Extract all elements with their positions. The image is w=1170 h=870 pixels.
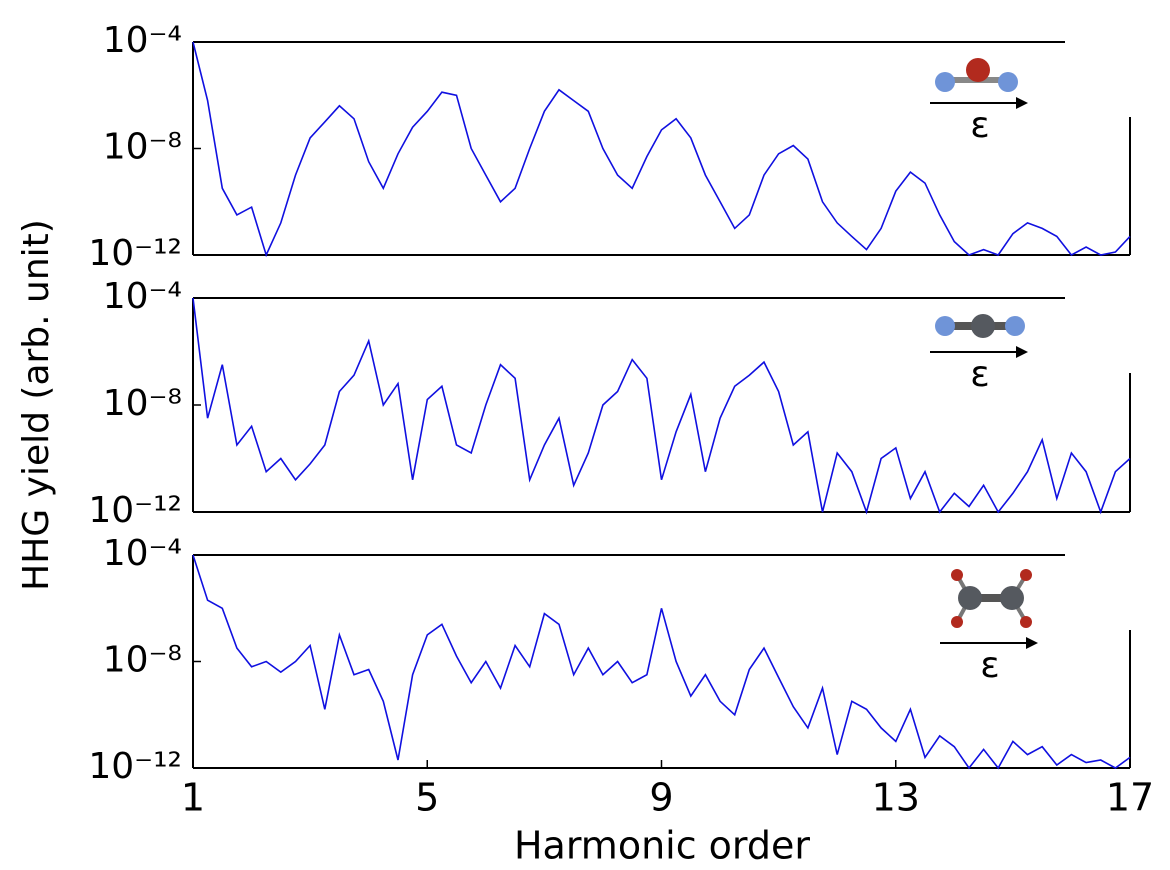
x-axis-label: Harmonic order — [514, 824, 810, 868]
y-tick-label: 10⁻⁴ — [103, 276, 182, 317]
arrow-head — [1016, 346, 1028, 358]
x-tick-label: 5 — [415, 776, 439, 820]
molecule-icon — [951, 569, 1032, 628]
y-tick-label: 10⁻¹² — [88, 233, 182, 274]
y-tick-label: 10⁻⁸ — [103, 640, 182, 681]
y-tick-label: 10⁻⁸ — [103, 127, 182, 168]
annotation: ε — [970, 105, 989, 146]
y-tick-label: 10⁻¹² — [88, 490, 182, 531]
arrow-head — [1026, 637, 1038, 649]
annotation: ε — [980, 645, 999, 686]
arrow-head — [1016, 97, 1028, 109]
data-line — [192, 554, 1131, 770]
x-tick-label: 17 — [1106, 776, 1154, 820]
x-tick-label: 13 — [872, 776, 920, 820]
y-axis-label: HHG yield (arb. unit) — [16, 219, 57, 591]
molecule-icon — [935, 314, 1025, 338]
x-tick-label: 9 — [649, 776, 673, 820]
y-tick-label: 10⁻¹² — [88, 746, 182, 787]
y-tick-label: 10⁻⁴ — [103, 20, 182, 61]
y-tick-label: 10⁻⁴ — [103, 533, 182, 574]
annotation: ε — [970, 354, 989, 395]
x-tick-label: 1 — [181, 776, 205, 820]
molecule-icon — [935, 58, 1018, 92]
y-tick-label: 10⁻⁸ — [103, 383, 182, 424]
data-line — [192, 41, 1131, 258]
data-line — [192, 297, 1131, 515]
